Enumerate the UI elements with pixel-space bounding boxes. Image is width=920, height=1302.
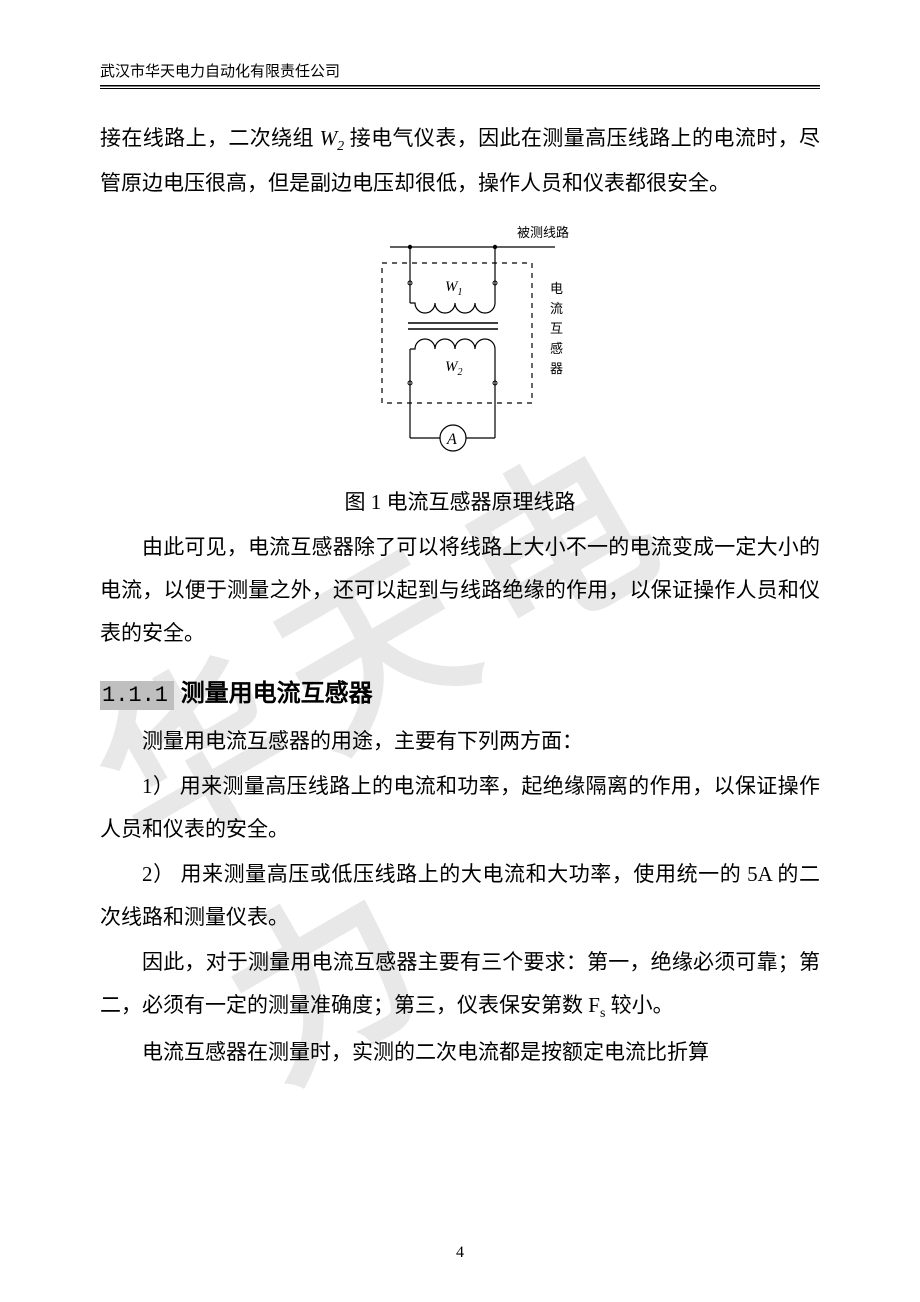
- circuit-diagram-svg: 被测线路 W1 W2: [320, 223, 600, 473]
- box-label-5: 器: [550, 361, 563, 376]
- para-after-figure: 由此可见，电流互感器除了可以将线路上大小不一的电流变成一定大小的电流，以便于测量…: [100, 526, 820, 655]
- list-item-1: 1） 用来测量高压线路上的电流和功率，起绝缘隔离的作用，以保证操作人员和仪表的安…: [100, 765, 820, 851]
- node-dot-1: [408, 245, 412, 249]
- w2-coil: [410, 339, 495, 349]
- requirements-para: 因此，对于测量用电流互感器主要有三个要求：第一，绝缘必须可靠；第二，必须有一定的…: [100, 941, 820, 1029]
- section-number: 1.1.1: [100, 681, 174, 710]
- reqs-post: 较小。: [605, 993, 673, 1017]
- section-heading: 1.1.1 测量用电流互感器: [100, 673, 820, 710]
- line-label: 被测线路: [517, 225, 569, 240]
- w1-coil: [410, 303, 495, 313]
- intro-paragraph: 接在线路上，二次绕组 W2 接电气仪表，因此在测量高压线路上的电流时，尽管原边电…: [100, 117, 820, 205]
- header-company: 武汉市华天电力自动化有限责任公司: [100, 60, 820, 81]
- box-label-3: 互: [550, 321, 563, 336]
- page-number: 4: [0, 1244, 920, 1262]
- intro-var: W: [320, 126, 338, 150]
- node-dot-2: [493, 245, 497, 249]
- section-title: 测量用电流互感器: [181, 680, 373, 707]
- uses-intro: 测量用电流互感器的用途，主要有下列两方面：: [100, 720, 820, 763]
- box-label-1: 电: [550, 281, 563, 296]
- figure-caption: 图 1 电流互感器原理线路: [100, 486, 820, 516]
- page-container: 武汉市华天电力自动化有限责任公司 接在线路上，二次绕组 W2 接电气仪表，因此在…: [0, 0, 920, 1114]
- last-para: 电流互感器在测量时，实测的二次电流都是按额定电流比折算: [100, 1031, 820, 1074]
- intro-pre: 接在线路上，二次绕组: [100, 126, 320, 150]
- w1-label: W1: [445, 279, 463, 298]
- list-item-2: 2） 用来测量高压或低压线路上的大电流和大功率，使用统一的 5A 的二次线路和测…: [100, 853, 820, 939]
- figure-1: 被测线路 W1 W2: [100, 223, 820, 478]
- box-label-2: 流: [550, 301, 563, 316]
- box-label-4: 感: [550, 341, 563, 356]
- ammeter-label: A: [446, 431, 457, 448]
- header-rule: [100, 85, 820, 89]
- w2-label: W2: [445, 359, 463, 378]
- reqs-pre: 因此，对于测量用电流互感器主要有三个要求：第一，绝缘必须可靠；第二，必须有一定的…: [100, 950, 820, 1017]
